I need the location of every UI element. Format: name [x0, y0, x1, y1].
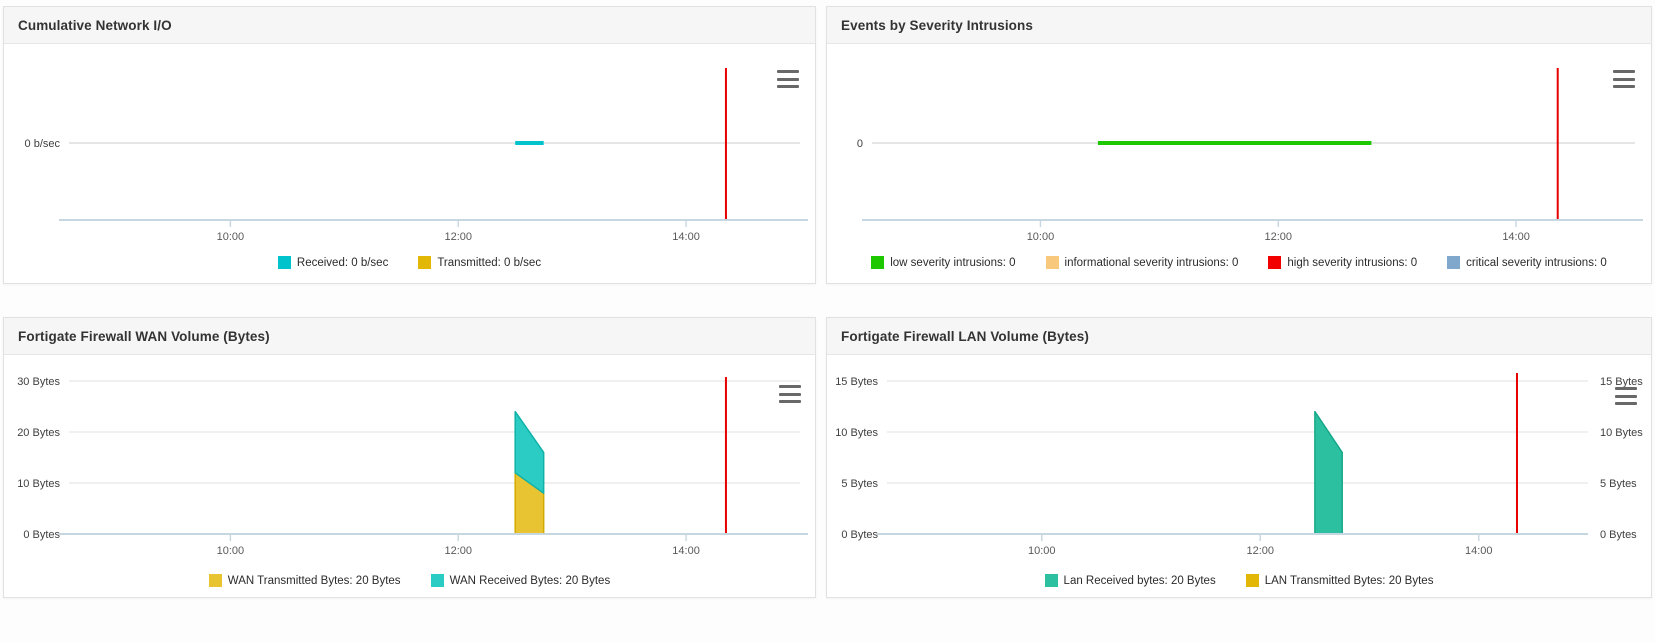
svg-text:10:00: 10:00 [1027, 231, 1055, 243]
svg-text:10:00: 10:00 [1028, 545, 1056, 557]
panel-cumulative-network-io: Cumulative Network I/O 0 b/sec 10:00 12:00… [3, 6, 816, 284]
chart-menu-button[interactable] [1615, 387, 1637, 405]
legend-label: low severity intrusions: 0 [890, 256, 1016, 269]
legend-item[interactable]: high severity intrusions: 0 [1268, 256, 1417, 269]
legend-label: Transmitted: 0 b/sec [437, 256, 542, 269]
hamburger-menu-icon [777, 70, 799, 73]
svg-text:10:00: 10:00 [217, 231, 245, 243]
legend-label: WAN Received Bytes: 20 Bytes [449, 574, 611, 587]
panel-body: 0 10:00 12:00 14:00 low severity intrusions… [827, 44, 1651, 269]
hamburger-menu-icon [779, 385, 801, 388]
panel-wan-volume: Fortigate Firewall WAN Volume (Bytes) 0 … [3, 317, 816, 598]
dashboard: Cumulative Network I/O 0 b/sec 10:00 12:00… [3, 6, 1652, 598]
legend-item[interactable]: informational severity intrusions: 0 [1045, 256, 1239, 269]
legend-item[interactable]: low severity intrusions: 0 [871, 256, 1016, 269]
legend-swatch [418, 256, 432, 269]
panel-title: Fortigate Firewall WAN Volume (Bytes) [18, 328, 270, 344]
panel-header: Events by Severity Intrusions [827, 7, 1651, 44]
svg-text:12:00: 12:00 [1265, 231, 1293, 243]
chart-legend: WAN Transmitted Bytes: 20 Bytes WAN Recei… [4, 568, 815, 587]
svg-text:10 Bytes: 10 Bytes [17, 478, 60, 490]
legend-label: critical severity intrusions: 0 [1466, 256, 1607, 269]
svg-text:20 Bytes: 20 Bytes [17, 427, 60, 439]
legend-swatch [208, 574, 222, 587]
panel-lan-volume: Fortigate Firewall LAN Volume (Bytes) 0 … [826, 317, 1652, 598]
legend-label: Received: 0 b/sec [296, 256, 389, 269]
svg-text:10:00: 10:00 [217, 545, 245, 557]
chart-legend: Received: 0 b/sec Transmitted: 0 b/sec [4, 250, 815, 269]
svg-text:15 Bytes: 15 Bytes [835, 376, 878, 388]
panel-body: 0 b/sec 10:00 12:00 14:00 Received: 0 b/sec… [4, 44, 815, 269]
legend-swatch [1245, 574, 1259, 587]
legend-swatch [1447, 256, 1461, 269]
legend-item[interactable]: WAN Received Bytes: 20 Bytes [430, 574, 611, 587]
legend-item[interactable]: Transmitted: 0 b/sec [418, 256, 541, 269]
panel-body: 0 Bytes 0 Bytes 5 Bytes 5 Bytes 10 Bytes 10 B… [827, 355, 1651, 587]
svg-text:14:00: 14:00 [672, 545, 700, 557]
chart-menu-button[interactable] [1613, 70, 1635, 88]
chart-legend: low severity intrusions: 0 informational … [827, 250, 1651, 269]
svg-text:0 Bytes: 0 Bytes [841, 529, 878, 541]
chart-menu-button[interactable] [779, 385, 801, 403]
svg-text:0: 0 [857, 138, 863, 150]
legend-label: Lan Received bytes: 20 Bytes [1063, 574, 1216, 587]
legend-item[interactable]: critical severity intrusions: 0 [1447, 256, 1607, 269]
svg-text:10 Bytes: 10 Bytes [835, 427, 878, 439]
severity-intrusions-chart-canvas[interactable]: 0 10:00 12:00 14:00 [827, 44, 1651, 250]
panel-events-by-severity: Events by Severity Intrusions 0 10:00 12:0… [826, 6, 1652, 284]
legend-swatch [1268, 256, 1282, 269]
legend-swatch [871, 256, 885, 269]
svg-text:5 Bytes: 5 Bytes [1600, 478, 1637, 490]
svg-text:15 Bytes: 15 Bytes [1600, 376, 1643, 388]
legend-item[interactable]: WAN Transmitted Bytes: 20 Bytes [208, 574, 401, 587]
legend-label: WAN Transmitted Bytes: 20 Bytes [227, 574, 401, 587]
svg-text:12:00: 12:00 [444, 545, 472, 557]
legend-swatch [1044, 574, 1058, 587]
legend-swatch [430, 574, 444, 587]
svg-text:14:00: 14:00 [1465, 545, 1493, 557]
svg-text:30 Bytes: 30 Bytes [17, 376, 60, 388]
network-io-chart-canvas[interactable]: 0 b/sec 10:00 12:00 14:00 [4, 44, 815, 250]
legend-label: informational severity intrusions: 0 [1064, 256, 1239, 269]
svg-text:0 Bytes: 0 Bytes [1600, 529, 1637, 541]
svg-text:0 Bytes: 0 Bytes [23, 529, 60, 541]
panel-header: Cumulative Network I/O [4, 7, 815, 44]
panel-header: Fortigate Firewall LAN Volume (Bytes) [827, 318, 1651, 355]
legend-label: LAN Transmitted Bytes: 20 Bytes [1264, 574, 1434, 587]
legend-label: high severity intrusions: 0 [1287, 256, 1418, 269]
wan-volume-chart-canvas[interactable]: 0 Bytes 10 Bytes 20 Bytes 30 Bytes 10:00 12:0… [4, 355, 815, 568]
legend-item[interactable]: LAN Transmitted Bytes: 20 Bytes [1245, 574, 1434, 587]
panel-title: Events by Severity Intrusions [841, 17, 1033, 33]
chart-menu-button[interactable] [777, 70, 799, 88]
svg-text:10 Bytes: 10 Bytes [1600, 427, 1643, 439]
legend-item[interactable]: Received: 0 b/sec [277, 256, 389, 269]
panel-body: 0 Bytes 10 Bytes 20 Bytes 30 Bytes 10:00 12:0… [4, 355, 815, 587]
svg-text:12:00: 12:00 [444, 231, 472, 243]
lan-volume-chart-canvas[interactable]: 0 Bytes 0 Bytes 5 Bytes 5 Bytes 10 Bytes 10 B… [827, 355, 1651, 568]
svg-text:12:00: 12:00 [1246, 545, 1274, 557]
panel-header: Fortigate Firewall WAN Volume (Bytes) [4, 318, 815, 355]
legend-item[interactable]: Lan Received bytes: 20 Bytes [1044, 574, 1216, 587]
hamburger-menu-icon [1613, 70, 1635, 73]
hamburger-menu-icon [1615, 387, 1637, 390]
svg-text:0 b/sec: 0 b/sec [25, 138, 61, 150]
svg-text:5 Bytes: 5 Bytes [841, 478, 878, 490]
legend-swatch [1045, 256, 1059, 269]
svg-text:14:00: 14:00 [1502, 231, 1530, 243]
svg-text:14:00: 14:00 [672, 231, 700, 243]
legend-swatch [277, 256, 291, 269]
chart-legend: Lan Received bytes: 20 Bytes LAN Transmit… [827, 568, 1651, 587]
panel-title: Cumulative Network I/O [18, 17, 172, 33]
panel-title: Fortigate Firewall LAN Volume (Bytes) [841, 328, 1089, 344]
